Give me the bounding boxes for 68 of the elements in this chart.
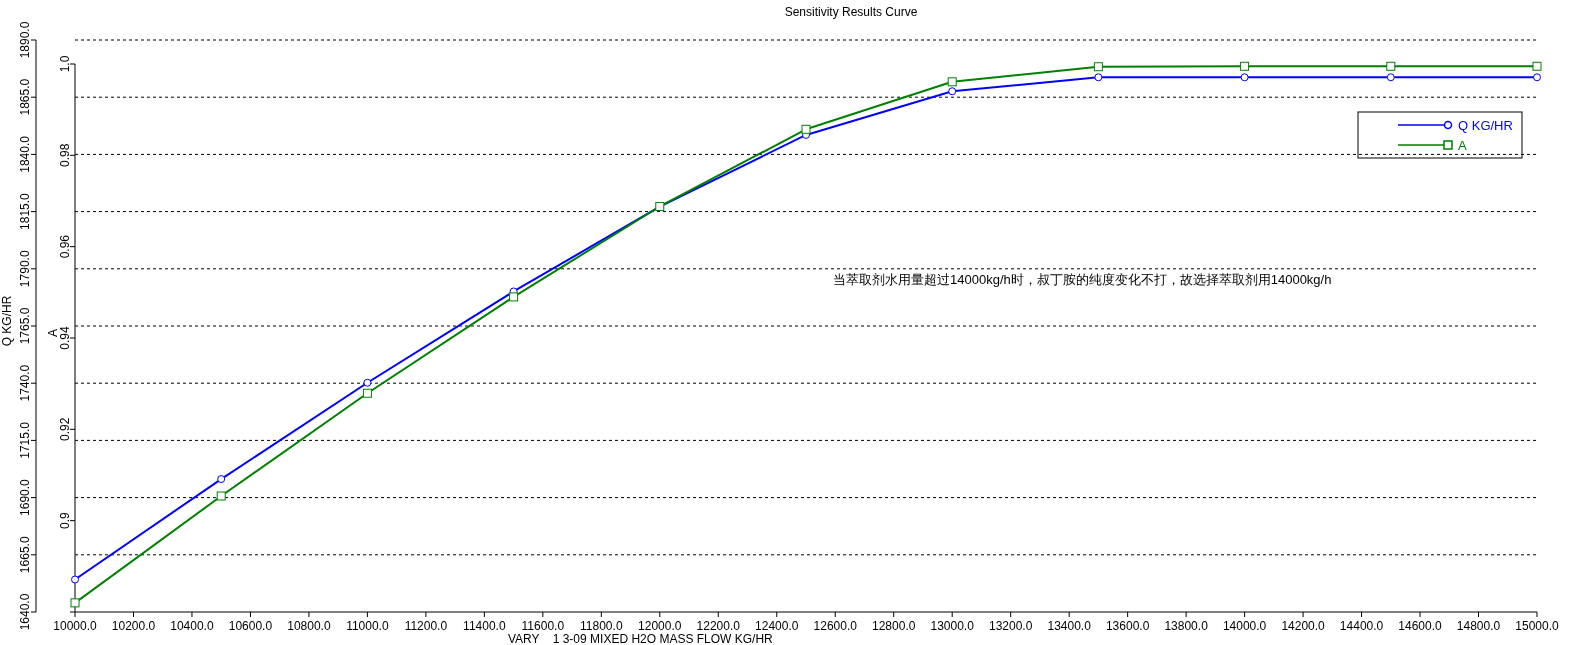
y2-tick-label: 1.0 <box>58 55 72 73</box>
y-tick-label: 1790.0 <box>18 250 32 288</box>
point <box>1386 73 1395 82</box>
x-tick-label: 11200.0 <box>404 619 448 633</box>
point <box>70 598 80 608</box>
x-axis-title: VARY 1 3-09 MIXED H2O MASS FLOW KG/HR <box>508 632 774 645</box>
x-tick-label: 11400.0 <box>463 619 506 633</box>
x-tick-label: 12600.0 <box>813 619 858 633</box>
x-tick-label: 14800.0 <box>1456 619 1501 633</box>
point <box>1240 73 1249 82</box>
x-tick-label: 12800.0 <box>872 619 916 633</box>
x-tick-label: 13800.0 <box>1164 619 1209 633</box>
x-tick-label: 12400.0 <box>755 619 799 633</box>
point <box>71 575 79 584</box>
x-tick-label: 11800.0 <box>580 619 623 633</box>
point <box>1386 61 1396 71</box>
y2-tick-label: 0.9 <box>58 512 72 530</box>
point <box>1240 61 1250 71</box>
point <box>948 87 957 96</box>
chart-title: Sensitivity Results Curve <box>784 5 918 19</box>
y2-axis-title: A <box>46 328 60 338</box>
x-tick-label: 14200.0 <box>1281 619 1326 633</box>
x-tick-label: 12200.0 <box>696 619 741 633</box>
y-axis-title: Q KG/HR <box>0 295 14 347</box>
point <box>1533 73 1541 82</box>
y2-tick-label: 0.98 <box>58 143 72 168</box>
y-tick-label: 1665.0 <box>18 536 32 574</box>
y-tick-label: 1890.0 <box>18 21 32 59</box>
point <box>362 388 372 398</box>
y-tick-label: 1640.0 <box>18 593 32 631</box>
x-tick-label: 10200.0 <box>111 619 156 633</box>
y-tick-label: 1865.0 <box>18 78 32 116</box>
point <box>217 475 226 484</box>
y-tick-label: 1715.0 <box>18 421 32 459</box>
point <box>1093 62 1103 72</box>
x-tick-label: 14000.0 <box>1222 619 1267 633</box>
y-tick-label: 1740.0 <box>18 364 32 402</box>
x-tick-label: 14400.0 <box>1339 619 1384 633</box>
point <box>363 378 372 387</box>
point <box>509 292 519 302</box>
legend-label: A <box>1458 138 1467 153</box>
x-tick-label: 13600.0 <box>1105 619 1150 633</box>
point <box>1094 73 1103 82</box>
y2-tick-label: 0.96 <box>58 234 72 259</box>
y-tick-label: 1690.0 <box>18 478 32 516</box>
x-tick-label: 10400.0 <box>170 619 214 633</box>
point <box>216 491 226 501</box>
x-tick-label: 13200.0 <box>988 619 1033 633</box>
x-tick-label: 11000.0 <box>346 619 389 633</box>
x-tick-label: 13000.0 <box>930 619 975 633</box>
legend-label: Q KG/HR <box>1458 118 1513 133</box>
x-tick-label: 14600.0 <box>1398 619 1443 633</box>
x-tick-label: 13400.0 <box>1047 619 1092 633</box>
y-tick-label: 1840.0 <box>18 135 32 173</box>
y-tick-label: 1815.0 <box>18 192 32 230</box>
y2-tick-label: 0.94 <box>58 326 72 350</box>
point <box>1532 61 1542 71</box>
x-tick-label: 10800.0 <box>287 619 331 633</box>
x-tick-label: 10600.0 <box>228 619 273 633</box>
y2-tick-label: 0.92 <box>58 417 72 442</box>
x-tick-label: 15000.0 <box>1515 619 1560 633</box>
point <box>801 124 811 134</box>
y-tick-label: 1765.0 <box>18 307 32 345</box>
x-tick-label: 10000.0 <box>53 619 98 633</box>
x-tick-label: 12000.0 <box>638 619 682 633</box>
x-tick-label: 11600.0 <box>521 619 565 633</box>
annotation: 当萃取剂水用量超过14000kg/h时，叔丁胺的纯度变化不打，故选择萃取剂用14000kg/h <box>833 272 1332 287</box>
point <box>947 77 957 87</box>
